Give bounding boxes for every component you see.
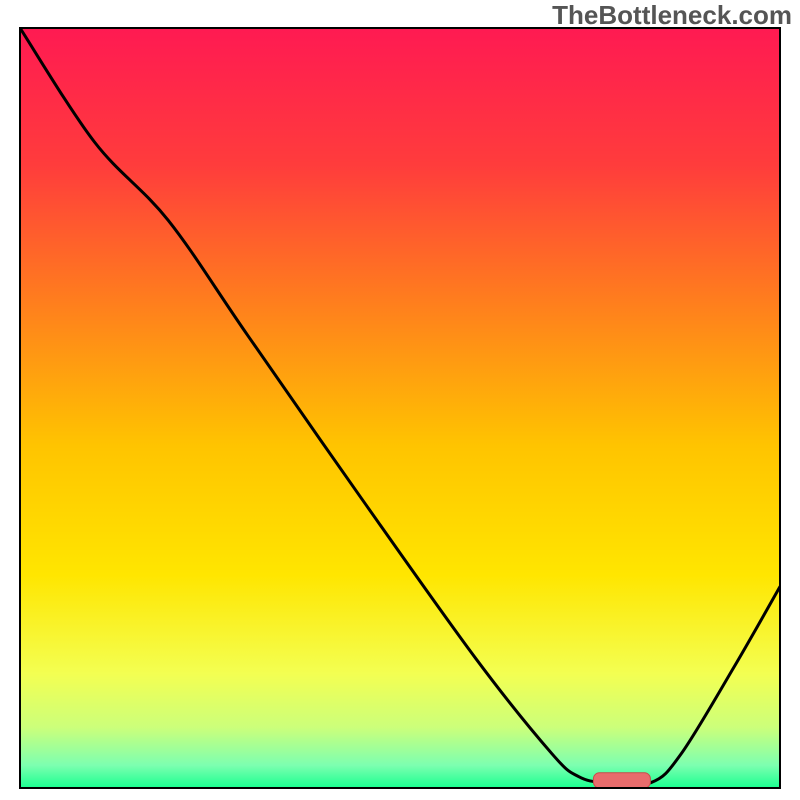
chart-container: { "watermark": "TheBottleneck.com", "cha… bbox=[0, 0, 800, 800]
optimal-marker bbox=[593, 773, 650, 788]
gradient-chart bbox=[0, 0, 800, 800]
gradient-background bbox=[20, 28, 780, 788]
